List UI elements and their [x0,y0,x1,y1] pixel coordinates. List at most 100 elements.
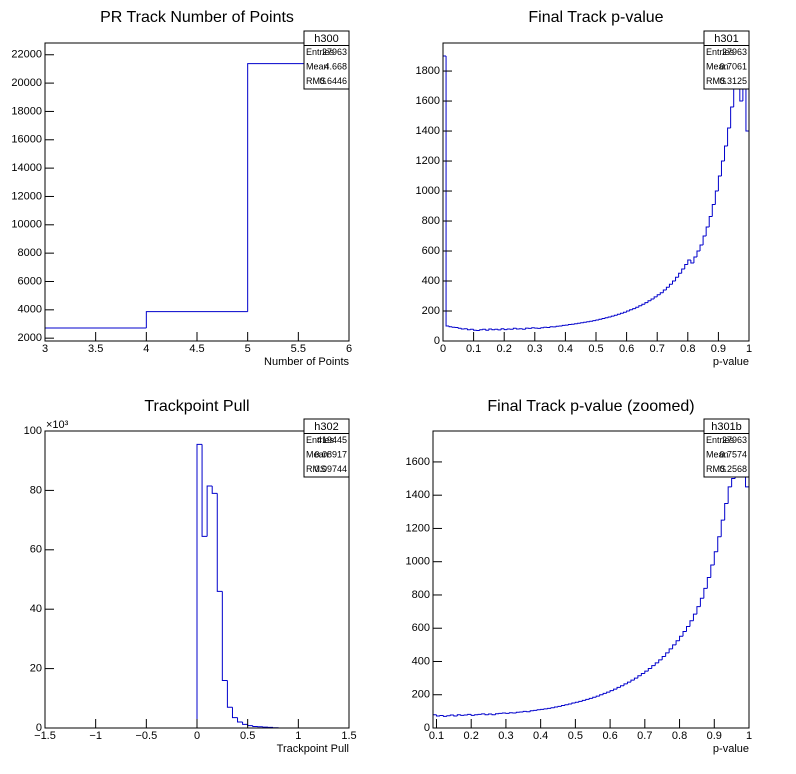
x-tick-label: 0.1 [466,343,481,355]
x-tick-label: 0.7 [637,730,652,742]
x-tick-label: 0.6 [602,730,617,742]
histogram-bin [599,694,604,697]
histogram-bin [453,715,458,717]
histogram-bin [696,606,701,615]
histogram-bin [647,667,652,672]
x-tick-label: −1.5 [34,730,56,742]
y-tick-label: 1600 [416,95,440,107]
x-tick-label: 0 [194,730,200,742]
x-tick-label: 0.9 [707,730,722,742]
histogram-bin [601,318,606,320]
x-axis-label: p-value [713,356,749,368]
histogram-bin [536,709,541,711]
histogram-bin [659,292,664,295]
histogram-bin [456,714,461,717]
histogram-bin [525,327,529,330]
histogram-bin [581,699,586,702]
x-tick-label: 0.7 [650,343,665,355]
histogram-bin [574,701,579,704]
histogram-bin [515,711,520,714]
histogram-bin [567,703,572,705]
stats-label: Entries [706,47,735,57]
histogram-bin [690,260,694,264]
histogram-bin [668,283,673,288]
histogram-bin [620,685,624,688]
histogram-bin [693,256,697,264]
histogram-bin [560,705,565,707]
histogram-bin [442,715,447,717]
y-tick-label: 2000 [18,332,42,344]
histogram-bin [727,127,731,147]
y-tick-label: 18000 [11,105,42,117]
histogram-bin [727,486,732,504]
plot-frame [432,430,750,729]
x-tick-label: 0 [440,343,446,355]
histogram-bin [623,683,628,686]
stats-label: Entries [706,435,735,445]
histogram-bin [613,688,618,691]
stats-label: Mean [306,450,329,460]
y-tick-label: 60 [30,544,42,556]
histogram-bin [619,312,624,315]
y-tick-label: 1000 [416,185,440,197]
stats-label: Mean [706,450,729,460]
stats-label: RMS [306,76,326,86]
x-tick-label: 4 [143,343,149,355]
chart-title: Trackpoint Pull [144,398,249,415]
histogram-bin [604,317,609,319]
histogram-bin [684,264,688,270]
histogram-bin [549,326,554,328]
histogram-bin [595,695,600,698]
histogram-bin [242,722,248,725]
histogram-bin [672,280,676,285]
x-tick-label: 0.5 [588,343,603,355]
histogram-bin [629,309,633,312]
histogram-bin [687,259,691,265]
histogram-bin [588,697,593,700]
histogram-bin [550,707,555,709]
histogram-bin [488,328,492,331]
y-tick-label: 400 [412,655,430,667]
histogram-bin [460,714,465,716]
histogram-bin [720,519,725,537]
stats-value: 4.668 [324,62,347,72]
histogram-bin [495,713,499,715]
stats-label: RMS [706,76,726,86]
x-tick-label: 0.3 [498,730,513,742]
y-multiplier: ×10³ [46,419,69,431]
histogram-bin [668,648,673,653]
histogram-bin [531,327,535,329]
stats-box [703,30,750,90]
y-tick-label: 800 [412,589,430,601]
y-tick-label: 1800 [416,65,440,77]
histogram-bin [598,318,603,321]
histogram-bin [457,327,462,329]
histogram-bin [637,675,642,679]
histogram-bin [595,319,600,321]
y-tick-label: 10000 [11,219,42,231]
histogram-bin [689,620,694,627]
stats-value: 0.6446 [319,76,347,86]
stats-name: h301b [711,421,742,433]
histogram-bin [226,680,233,708]
histogram-bin [555,325,560,327]
y-tick-label: 0 [434,335,440,347]
x-tick-label: 0.5 [568,730,583,742]
x-tick-label: 0.6 [619,343,634,355]
x-tick-label: 1.5 [341,730,356,742]
y-tick-label: 100 [24,425,42,437]
x-axis-label: p-value [713,743,749,755]
histogram-bin [633,677,638,681]
y-tick-label: 4000 [18,304,42,316]
y-tick-label: 0 [36,722,42,734]
stats-value: 27963 [722,47,747,57]
x-tick-label: 0.9 [711,343,726,355]
histogram-bin [658,659,663,663]
histogram-bin [221,591,228,681]
chart-title: Final Track p-value [528,9,663,26]
stats-label: Entries [306,435,335,445]
histogram-bin [435,714,440,717]
histogram-bin [705,226,710,237]
histogram-bin [730,106,734,129]
